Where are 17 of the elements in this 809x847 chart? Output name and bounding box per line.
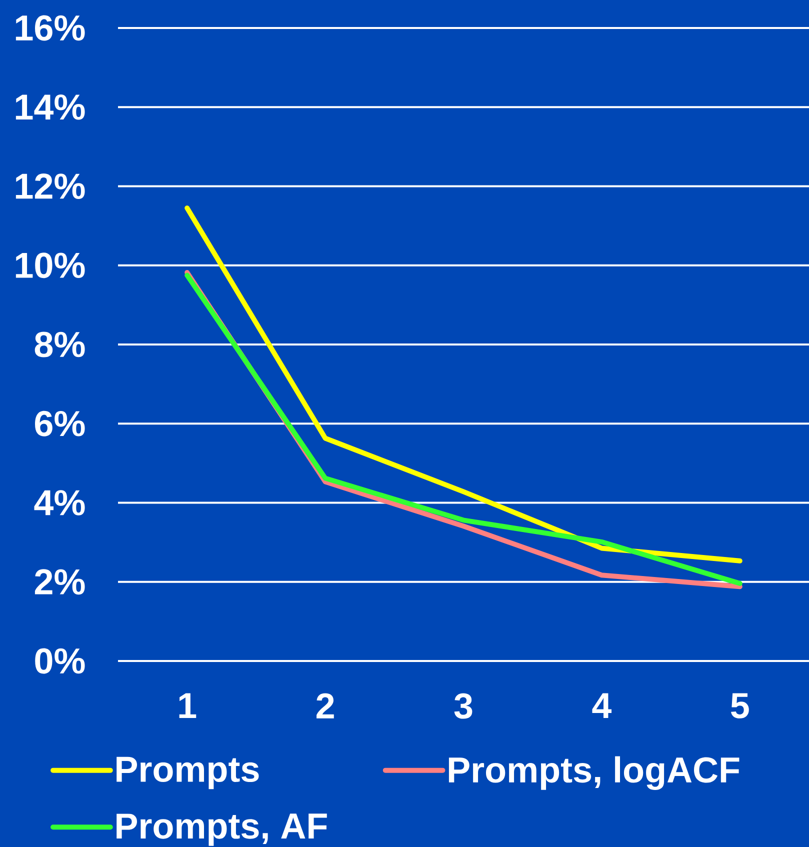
legend-label: Prompts, logACF bbox=[448, 756, 740, 790]
y-tick-label: 4% bbox=[34, 490, 85, 516]
y-tick-label: 12% bbox=[16, 174, 85, 199]
x-tick-label: 3 bbox=[454, 693, 472, 719]
y-tick-label: 14% bbox=[16, 94, 85, 120]
y-tick-label: 10% bbox=[16, 252, 85, 278]
y-tick-label: 6% bbox=[35, 410, 85, 436]
x-tick-label: 5 bbox=[730, 693, 749, 718]
y-tick-label: 8% bbox=[34, 332, 85, 358]
x-tick-label: 1 bbox=[179, 693, 196, 718]
x-tick-label: 4 bbox=[592, 693, 612, 718]
y-tick-label: 16% bbox=[16, 15, 85, 41]
legend-label: Prompts, AF bbox=[116, 814, 327, 846]
y-tick-label: 2% bbox=[34, 569, 85, 595]
legend-label: Prompts bbox=[116, 756, 259, 790]
y-tick-label: 0% bbox=[35, 648, 85, 674]
x-tick-label: 2 bbox=[316, 693, 334, 718]
